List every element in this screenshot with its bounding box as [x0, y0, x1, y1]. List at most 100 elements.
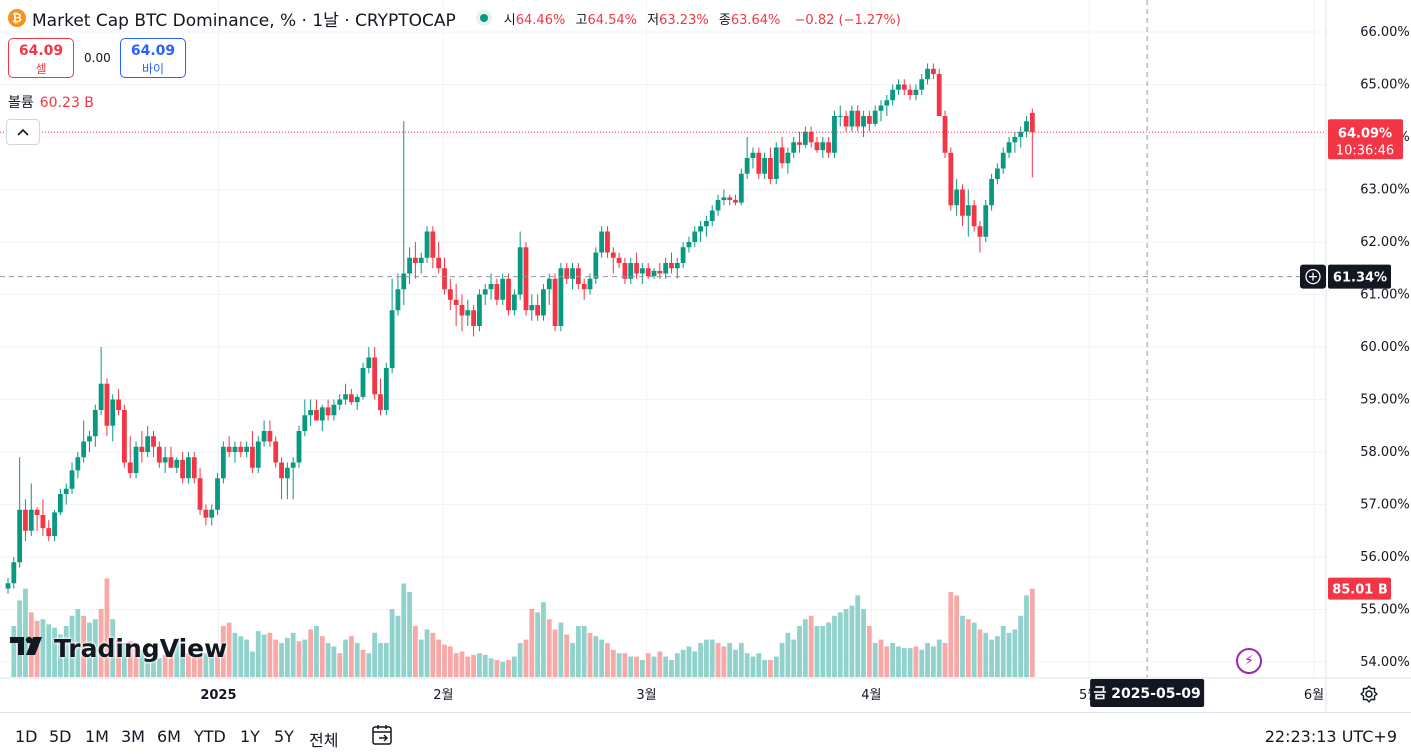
sell-button[interactable]: 64.09 셀: [8, 38, 74, 78]
volume-bar: [511, 656, 517, 677]
volume-bar: [156, 658, 162, 677]
candle-body: [948, 152, 954, 206]
volume-bar: [616, 653, 622, 677]
volume-bar: [215, 646, 220, 677]
settings-gear-icon[interactable]: [1358, 684, 1380, 706]
calendar-goto-icon[interactable]: [370, 723, 396, 747]
collapse-legend-button[interactable]: [6, 119, 40, 145]
volume-bar: [820, 626, 826, 677]
volume-bar: [989, 639, 994, 677]
candle-body: [837, 116, 843, 117]
candle-body: [907, 89, 913, 95]
volume-bar: [238, 636, 244, 677]
volume-bar: [639, 660, 645, 677]
volume-bar: [581, 626, 587, 677]
candle-body: [407, 257, 412, 274]
candle-body: [570, 268, 575, 279]
buy-button[interactable]: 64.09 바이: [120, 38, 186, 78]
volume-bar: [413, 626, 418, 677]
candle-body: [872, 110, 878, 124]
timeframe-5y[interactable]: 5Y: [274, 727, 294, 746]
candle-body: [75, 457, 81, 471]
x-tick-label: 3월: [636, 688, 656, 703]
candle-body: [866, 116, 872, 124]
candle-body: [1006, 142, 1012, 153]
volume-bar: [558, 622, 564, 677]
candle-body: [314, 410, 319, 421]
volume-bar: [296, 641, 302, 677]
volume-bar: [104, 578, 110, 677]
candle-body: [477, 294, 482, 326]
candle-body: [156, 446, 162, 463]
volume-bar: [960, 615, 965, 677]
volume-bar: [704, 639, 709, 677]
volume-bar: [651, 656, 657, 677]
lightning-icon[interactable]: ⚡: [1236, 648, 1262, 674]
candle-body: [1029, 112, 1035, 133]
candle-body: [98, 383, 104, 410]
volume-bar: [250, 651, 255, 677]
last-price-tag: [1328, 119, 1403, 160]
timeframe-1y[interactable]: 1Y: [240, 727, 260, 746]
candle-body: [284, 467, 290, 479]
symbol-title[interactable]: Market Cap BTC Dominance, % · 1날 · CRYPT…: [32, 10, 456, 31]
candle-body: [413, 257, 418, 263]
timeframe-1m[interactable]: 1M: [85, 727, 109, 746]
timeframe-6m[interactable]: 6M: [157, 727, 181, 746]
volume-bar: [535, 612, 541, 677]
volume-bar: [983, 632, 989, 677]
crosshair-price-tag: [1328, 264, 1391, 289]
volume-bar: [698, 643, 703, 677]
timeframe-5d[interactable]: 5D: [49, 727, 72, 746]
volume-bar: [541, 602, 546, 677]
volume-bar: [808, 615, 814, 677]
candle-body: [698, 226, 703, 232]
candle-body: [622, 263, 628, 279]
volume-bar: [738, 643, 744, 677]
volume-bar: [279, 643, 284, 677]
candle-body: [296, 431, 302, 463]
candle-body: [104, 383, 110, 426]
candle-body: [226, 446, 232, 452]
volume-bar: [337, 653, 343, 677]
candle-body: [587, 278, 593, 290]
volume-bar: [977, 629, 983, 677]
timeframe-3m[interactable]: 3M: [121, 727, 145, 746]
timeframe-ytd[interactable]: YTD: [194, 727, 226, 746]
market-status-icon[interactable]: [475, 10, 492, 26]
volume-bar: [407, 592, 412, 677]
candle-body: [378, 394, 383, 410]
bitcoin-icon: ₿: [8, 9, 26, 27]
close-label: 종: [718, 12, 731, 28]
x-tick-label: 2월: [433, 688, 453, 703]
open-value: 64.46%: [515, 12, 566, 28]
symbol-header: ₿ Market Cap BTC Dominance, % · 1날 · CRY…: [8, 6, 901, 31]
buy-label: 바이: [141, 62, 165, 76]
volume-bar: [791, 639, 797, 677]
volume-bar: [442, 644, 447, 677]
candle-body: [721, 197, 727, 200]
candle-body: [186, 457, 191, 479]
volume-bar: [948, 592, 954, 677]
volume-bar: [267, 632, 273, 677]
candle-body: [808, 131, 814, 143]
candle-body: [52, 512, 57, 536]
tradingview-logo[interactable]: TradingView: [10, 634, 227, 663]
candle-body: [401, 273, 407, 290]
timeframe-1d[interactable]: 1D: [15, 727, 38, 746]
volume-bar: [733, 649, 738, 677]
price-chart[interactable]: 66.00%65.00%64.00%63.00%62.00%61.00%60.0…: [0, 0, 1411, 712]
candle-body: [692, 231, 698, 242]
candle-body: [500, 278, 506, 300]
timeframe-all[interactable]: 전체: [309, 731, 339, 750]
candle-body: [436, 257, 442, 269]
volume-bar: [81, 615, 87, 677]
volume-bar: [634, 656, 639, 677]
volume-bar: [488, 658, 494, 677]
y-tick-label: 55.00%: [1360, 603, 1410, 618]
volume-bar: [220, 626, 226, 677]
volume-bar: [418, 639, 424, 677]
candle-body: [936, 74, 942, 116]
clock-timezone[interactable]: 22:23:13 UTC+9: [1264, 727, 1397, 746]
candle-body: [238, 446, 244, 452]
